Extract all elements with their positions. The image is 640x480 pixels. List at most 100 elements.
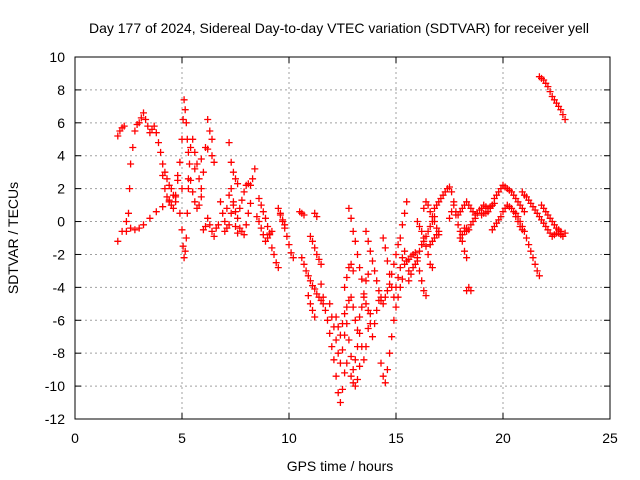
data-point: [334, 389, 342, 397]
data-point: [197, 193, 205, 201]
data-point: [221, 218, 229, 225]
data-point: [345, 336, 353, 344]
data-point: [311, 285, 319, 293]
data-point: [463, 254, 471, 262]
data-point: [268, 244, 276, 252]
data-point: [366, 247, 374, 255]
data-point: [298, 254, 306, 262]
data-point: [317, 280, 325, 288]
data-points: [114, 73, 569, 406]
data-point: [362, 227, 370, 235]
data-point: [349, 303, 357, 311]
data-point: [369, 257, 376, 265]
data-point: [354, 326, 361, 334]
data-point: [471, 214, 479, 222]
data-point: [349, 366, 357, 374]
data-point: [309, 306, 316, 314]
data-point: [223, 204, 231, 212]
data-point: [467, 287, 475, 295]
data-point: [191, 165, 199, 173]
data-point: [214, 221, 222, 229]
data-point: [448, 208, 456, 216]
y-tick-label: 4: [57, 148, 65, 164]
data-point: [362, 300, 370, 308]
data-point: [390, 316, 398, 324]
data-point: [232, 208, 239, 216]
data-point: [401, 247, 409, 255]
data-point: [309, 237, 316, 245]
data-point: [270, 251, 278, 258]
data-point: [191, 198, 199, 206]
data-point: [180, 96, 188, 104]
data-point: [371, 320, 379, 328]
data-point: [390, 293, 398, 301]
data-point: [152, 129, 160, 137]
data-point: [347, 293, 355, 301]
x-tick-label: 10: [281, 430, 297, 446]
data-point: [420, 287, 428, 295]
data-point: [150, 122, 158, 130]
data-point: [450, 201, 458, 209]
data-point: [354, 376, 361, 383]
data-point: [232, 175, 239, 183]
data-point: [157, 148, 165, 156]
y-tick-label: -4: [53, 279, 66, 295]
y-tick-label: -10: [45, 378, 65, 394]
data-point: [247, 199, 254, 207]
data-point: [159, 160, 167, 168]
data-point: [403, 198, 411, 206]
data-point: [448, 188, 456, 196]
data-point: [159, 172, 167, 179]
data-point: [199, 168, 207, 176]
data-point: [336, 331, 344, 339]
data-point: [326, 329, 334, 337]
data-point: [152, 208, 160, 216]
data-point: [163, 175, 171, 183]
data-point: [343, 274, 351, 281]
x-axis-title: GPS time / hours: [287, 458, 394, 474]
data-point: [332, 336, 340, 344]
data-point: [234, 229, 242, 237]
data-point: [202, 144, 209, 151]
data-point: [187, 176, 195, 184]
data-point: [418, 277, 426, 285]
data-point: [140, 221, 147, 229]
data-point: [259, 231, 267, 239]
data-point: [375, 287, 383, 295]
data-point: [371, 267, 379, 275]
data-point: [514, 218, 522, 225]
data-point: [285, 241, 293, 249]
data-point: [208, 227, 216, 235]
data-point: [225, 139, 233, 147]
plot-frame: [74, 56, 611, 420]
data-point: [336, 359, 344, 367]
data-point: [125, 209, 132, 217]
data-point: [232, 223, 239, 230]
data-point: [142, 116, 150, 123]
data-point: [557, 227, 565, 235]
data-point: [225, 221, 233, 229]
data-point: [379, 372, 387, 380]
data-point: [266, 231, 274, 239]
data-point: [304, 292, 312, 300]
data-point: [176, 158, 184, 166]
data-point: [369, 333, 376, 341]
data-point: [364, 306, 372, 314]
data-point: [187, 144, 195, 151]
data-point: [383, 257, 391, 265]
data-point: [386, 349, 394, 357]
data-point: [114, 132, 122, 140]
data-point: [179, 242, 187, 250]
data-point: [137, 114, 145, 122]
data-point: [360, 356, 368, 364]
data-point: [163, 193, 171, 201]
data-point: [527, 247, 535, 255]
data-point: [306, 232, 314, 240]
data-point: [512, 213, 520, 221]
data-point: [289, 254, 297, 262]
data-point: [364, 325, 372, 332]
data-point: [401, 209, 409, 217]
data-point: [525, 241, 533, 249]
data-point: [394, 274, 402, 281]
data-point: [264, 223, 272, 230]
